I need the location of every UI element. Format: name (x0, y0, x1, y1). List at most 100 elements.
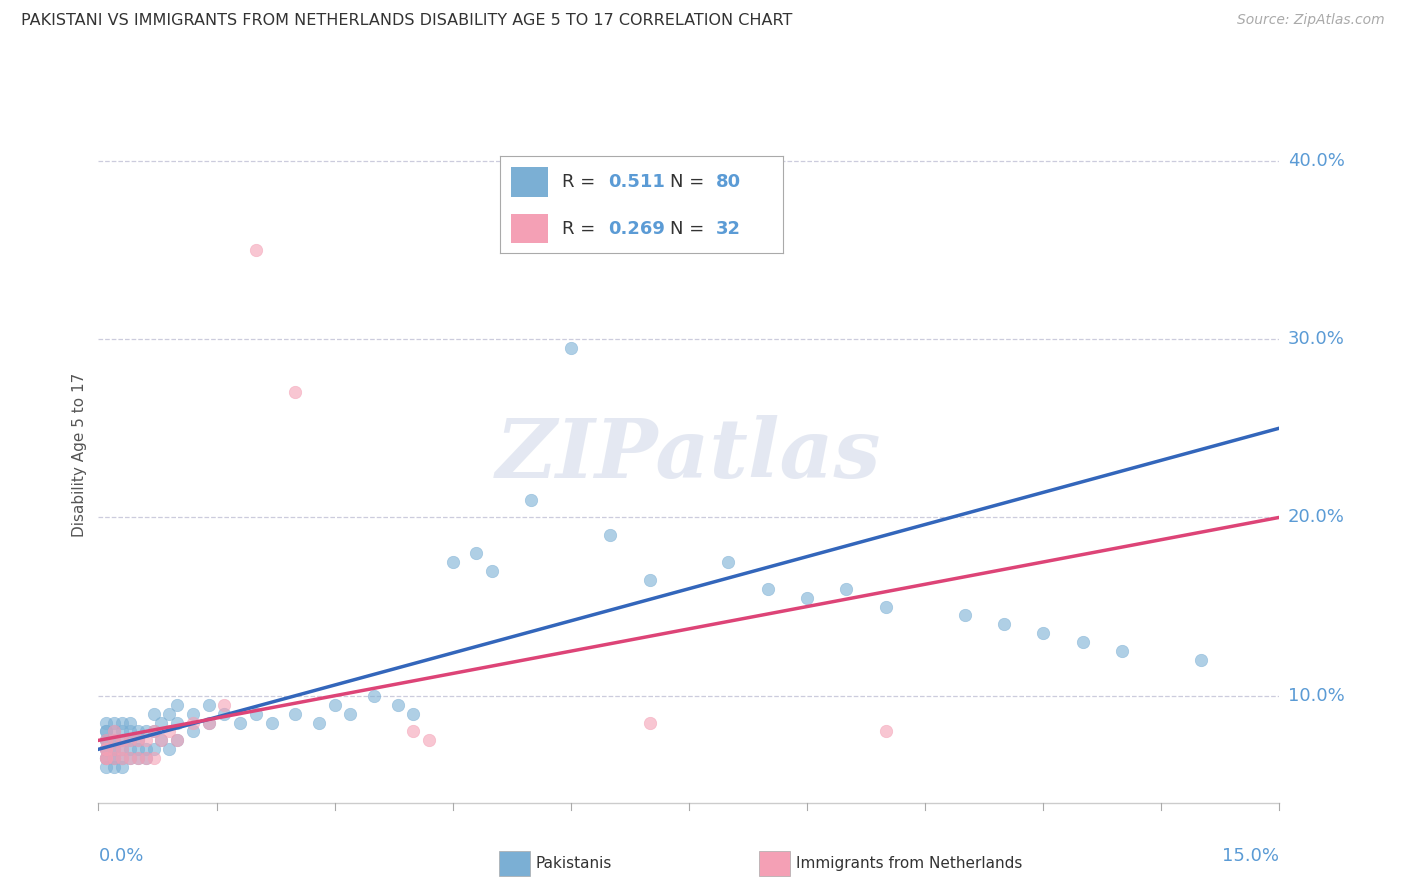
Point (339, 706, 361, 721)
Point (323, 698, 346, 712)
Point (96, 760, 118, 774)
Point (1032, 626, 1054, 640)
Point (284, 706, 307, 721)
Text: Immigrants from Netherlands: Immigrants from Netherlands (796, 856, 1022, 871)
Point (520, 492, 543, 507)
Point (118, 733, 141, 747)
Point (481, 564, 503, 578)
Point (127, 742, 149, 756)
Point (96, 733, 118, 747)
Point (96, 733, 118, 747)
Point (363, 689, 385, 703)
Point (142, 724, 165, 739)
Point (96, 724, 118, 739)
Text: 40.0%: 40.0% (1288, 152, 1344, 169)
Point (166, 733, 188, 747)
Point (953, 608, 976, 623)
Point (756, 582, 779, 596)
Text: R =: R = (562, 173, 602, 191)
Point (103, 742, 125, 756)
Point (127, 751, 149, 765)
Point (717, 555, 740, 569)
Point (96, 751, 118, 765)
Point (103, 760, 125, 774)
Point (441, 555, 464, 569)
Point (402, 724, 425, 739)
Text: ZIPatlas: ZIPatlas (496, 415, 882, 495)
Point (103, 751, 125, 765)
Point (111, 760, 134, 774)
Point (111, 742, 134, 756)
Point (197, 715, 219, 730)
Point (111, 733, 134, 747)
Point (638, 573, 661, 587)
Point (118, 751, 141, 765)
Point (111, 742, 134, 756)
Point (245, 706, 267, 721)
Point (197, 698, 219, 712)
Point (135, 733, 157, 747)
Point (150, 733, 173, 747)
Point (111, 715, 134, 730)
Point (157, 724, 180, 739)
Point (1071, 635, 1094, 649)
Point (150, 715, 173, 730)
Point (103, 715, 125, 730)
Point (96, 715, 118, 730)
Text: Source: ZipAtlas.com: Source: ZipAtlas.com (1237, 13, 1385, 28)
Point (111, 751, 134, 765)
Point (796, 591, 818, 605)
Point (103, 733, 125, 747)
Point (111, 733, 134, 747)
Point (1111, 644, 1133, 658)
Point (135, 751, 157, 765)
Point (118, 724, 141, 739)
Point (181, 706, 204, 721)
Text: R =: R = (562, 219, 602, 238)
Point (157, 706, 180, 721)
Text: 10.0%: 10.0% (1288, 687, 1344, 705)
Point (111, 724, 134, 739)
Text: PAKISTANI VS IMMIGRANTS FROM NETHERLANDS DISABILITY AGE 5 TO 17 CORRELATION CHAR: PAKISTANI VS IMMIGRANTS FROM NETHERLANDS… (21, 13, 793, 29)
Point (229, 715, 252, 730)
Point (127, 733, 149, 747)
Point (96, 742, 118, 756)
Point (96, 751, 118, 765)
Point (142, 742, 165, 756)
Text: 0.269: 0.269 (607, 219, 665, 238)
Point (402, 706, 425, 721)
Point (103, 751, 125, 765)
Point (142, 724, 165, 739)
Point (96, 751, 118, 765)
Text: 32: 32 (716, 219, 741, 238)
Point (214, 698, 236, 712)
Point (96, 742, 118, 756)
Point (135, 724, 157, 739)
Point (103, 751, 125, 765)
Text: N =: N = (671, 219, 710, 238)
Text: 0.511: 0.511 (607, 173, 665, 191)
Point (260, 715, 283, 730)
Point (118, 733, 141, 747)
Point (245, 243, 267, 257)
Point (560, 341, 582, 355)
Point (103, 733, 125, 747)
Text: 80: 80 (716, 173, 741, 191)
Point (118, 742, 141, 756)
Point (103, 742, 125, 756)
Point (197, 715, 219, 730)
Text: Pakistanis: Pakistanis (536, 856, 612, 871)
Point (103, 733, 125, 747)
Point (166, 698, 188, 712)
Bar (512, 214, 548, 244)
Bar (512, 168, 548, 196)
Point (118, 751, 141, 765)
Point (157, 742, 180, 756)
Text: 30.0%: 30.0% (1288, 330, 1344, 348)
Point (875, 599, 897, 614)
Point (284, 385, 307, 400)
Point (993, 617, 1015, 632)
Point (181, 724, 204, 739)
Point (142, 706, 165, 721)
Point (835, 582, 858, 596)
